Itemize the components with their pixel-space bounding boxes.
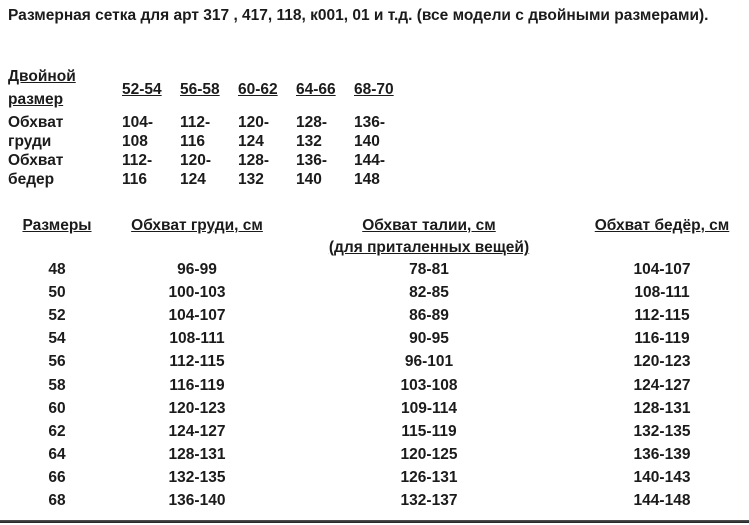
table-cell: 104-107 bbox=[633, 261, 691, 278]
table-cell: 116 bbox=[180, 133, 206, 150]
table-cell: 82-85 bbox=[409, 284, 449, 302]
row-label: груди bbox=[8, 133, 52, 150]
header-waist-subheader: (для приталенных вещей) bbox=[328, 239, 530, 256]
table-cell: 132-135 bbox=[168, 468, 226, 486]
table-cell: 128- bbox=[238, 152, 270, 169]
table-cell: 132 bbox=[238, 171, 264, 188]
table-cell: 96-99 bbox=[177, 261, 217, 278]
table-cell: 148 bbox=[354, 171, 380, 188]
table-cell: 120-125 bbox=[400, 445, 458, 463]
table-cell: 116-119 bbox=[169, 376, 225, 394]
table-cell: 54 bbox=[48, 330, 66, 348]
table-cell: 104-107 bbox=[168, 307, 226, 325]
table-cell: 108-111 bbox=[634, 284, 690, 302]
page-title: Размерная сетка для арт 317 , 417, 118, … bbox=[8, 7, 709, 24]
table-cell: 58 bbox=[48, 376, 66, 394]
table-cell: 128-131 bbox=[168, 445, 226, 463]
header-waist: Обхват талии, см bbox=[362, 217, 496, 234]
double-size-header-line1: Двойной bbox=[8, 68, 76, 85]
table-cell: 108-111 bbox=[169, 330, 225, 348]
table-cell: 90-95 bbox=[409, 330, 449, 348]
double-size-column-header: 68-70 bbox=[354, 81, 394, 98]
bottom-divider bbox=[0, 520, 749, 523]
double-size-column-header: 60-62 bbox=[238, 81, 278, 98]
table-cell: 112-115 bbox=[634, 307, 690, 325]
table-cell: 132-135 bbox=[633, 422, 691, 440]
table-cell: 124-127 bbox=[168, 422, 226, 440]
table-cell: 124-127 bbox=[633, 376, 691, 394]
table-cell: 120-123 bbox=[633, 353, 691, 371]
table-cell: 136- bbox=[354, 114, 386, 131]
table-cell: 116-119 bbox=[634, 330, 690, 348]
table-cell: 52 bbox=[48, 307, 66, 325]
row-label: Обхват bbox=[8, 152, 64, 169]
table-cell: 104- bbox=[122, 114, 154, 131]
table-cell: 109-114 bbox=[400, 399, 458, 417]
table-cell: 136-139 bbox=[633, 445, 691, 463]
table-cell: 78-81 bbox=[409, 261, 449, 278]
table-cell: 112- bbox=[122, 152, 153, 169]
table-cell: 140 bbox=[296, 171, 322, 188]
header-sizes: Размеры bbox=[22, 217, 92, 234]
table-cell: 50 bbox=[48, 284, 66, 302]
table-cell: 120-123 bbox=[168, 399, 226, 417]
table-cell: 112- bbox=[180, 114, 211, 131]
table-cell: 116 bbox=[122, 171, 148, 188]
table-cell: 86-89 bbox=[409, 307, 449, 325]
double-size-header-line2: размер bbox=[8, 91, 64, 108]
table-cell: 132 bbox=[296, 133, 322, 150]
table-cell: 144-148 bbox=[633, 492, 691, 509]
table-cell: 100-103 bbox=[168, 284, 226, 302]
table-cell: 48 bbox=[48, 261, 66, 278]
table-cell: 128-131 bbox=[633, 399, 691, 417]
header-hips: Обхват бедёр, см bbox=[594, 217, 730, 234]
table-cell: 124 bbox=[180, 171, 206, 188]
table-cell: 126-131 bbox=[400, 468, 458, 486]
table-cell: 120- bbox=[180, 152, 212, 169]
double-size-column-header: 64-66 bbox=[296, 81, 336, 98]
table-cell: 136- bbox=[296, 152, 328, 169]
table-cell: 112-115 bbox=[169, 353, 225, 371]
table-cell: 128- bbox=[296, 114, 328, 131]
table-cell: 144- bbox=[354, 152, 386, 169]
table-cell: 62 bbox=[48, 422, 66, 440]
table-cell: 132-137 bbox=[400, 492, 458, 509]
table-cell: 124 bbox=[238, 133, 264, 150]
row-label: Обхват bbox=[8, 114, 64, 131]
table-cell: 64 bbox=[48, 445, 66, 463]
table-cell: 140-143 bbox=[633, 468, 691, 486]
table-cell: 108 bbox=[122, 133, 148, 150]
table-cell: 136-140 bbox=[168, 492, 226, 509]
double-size-column-header: 52-54 bbox=[122, 81, 162, 98]
table-cell: 66 bbox=[48, 468, 66, 486]
double-size-column-header: 56-58 bbox=[180, 81, 220, 98]
table-cell: 103-108 bbox=[400, 376, 458, 394]
row-label: бедер bbox=[8, 171, 55, 188]
table-cell: 140 bbox=[354, 133, 380, 150]
table-cell: 115-119 bbox=[401, 422, 457, 440]
table-cell: 60 bbox=[48, 399, 66, 417]
table-cell: 68 bbox=[48, 492, 66, 509]
header-chest: Обхват груди, см bbox=[131, 217, 263, 234]
table-cell: 56 bbox=[48, 353, 66, 371]
table-cell: 120- bbox=[238, 114, 270, 131]
table-cell: 96-101 bbox=[404, 353, 454, 371]
